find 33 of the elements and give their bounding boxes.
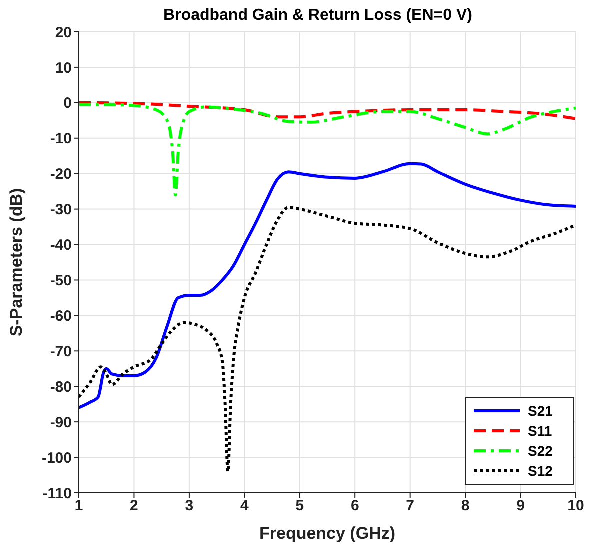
x-tick-label: 3 [185,498,194,515]
y-tick-label: 20 [55,24,72,42]
y-tick-label: -10 [50,130,72,148]
y-tick-label: -40 [50,237,72,254]
line-series [79,103,576,197]
x-tick-label: 8 [461,498,470,515]
y-tick-label: -20 [50,166,72,184]
x-tick-label: 7 [406,498,415,515]
legend-label: S12 [528,463,553,479]
x-tick-label: 9 [516,498,525,515]
y-axis-title: S-Parameters (dB) [7,188,26,337]
y-tick-label: -110 [42,485,72,502]
y-tick-label: -80 [50,378,72,396]
line-series [79,101,576,120]
y-tick-label: 10 [55,60,72,77]
x-tick-label: 10 [568,498,584,515]
legend-label: S11 [528,423,552,439]
y-tick-label: -100 [42,450,72,467]
x-tick-label: 1 [74,498,84,515]
x-tick-label: 4 [240,498,250,515]
chart-title: Broadband Gain & Return Loss (EN=0 V) [162,7,474,24]
x-tick-label: 2 [130,498,138,515]
x-axis-title: Frequency (GHz) [259,524,396,543]
legend-label: S21 [528,403,553,419]
y-tick-label: -30 [50,202,72,219]
x-tick-label: 6 [350,498,360,515]
x-tick-label: 5 [296,498,304,515]
y-tick-label: -70 [50,343,72,360]
legend-label: S22 [528,443,553,459]
y-tick-label: 0 [64,95,72,112]
y-tick-label: -60 [50,308,72,326]
y-tick-label: -90 [50,414,72,432]
y-tick-label: -50 [50,272,72,290]
